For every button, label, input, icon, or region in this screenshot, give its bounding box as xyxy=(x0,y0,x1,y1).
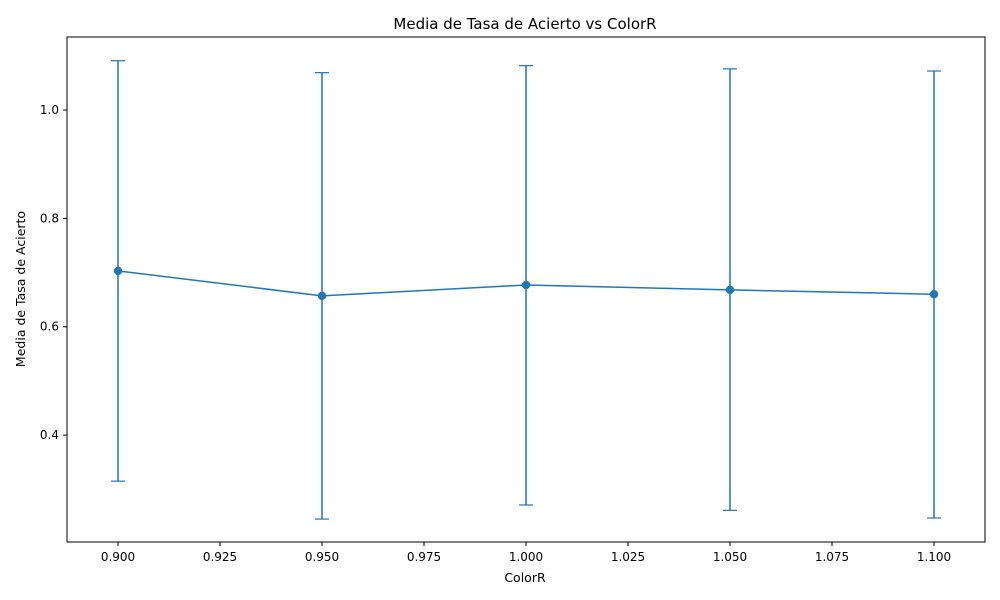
axis-ticks: 0.900 0.925 0.950 0.975 1.000 1.025 1.050 1.075… xyxy=(40,103,951,564)
y-tick-label: 0.6 xyxy=(40,320,59,334)
x-tick-label: 0.900 xyxy=(101,550,135,564)
data-point xyxy=(113,266,123,276)
y-tick-label: 0.8 xyxy=(40,211,59,225)
data-point xyxy=(317,291,327,301)
x-tick-label: 1.100 xyxy=(917,550,951,564)
data-point xyxy=(725,285,735,295)
y-tick-label: 0.4 xyxy=(40,428,59,442)
plot-content xyxy=(111,60,941,520)
x-tick-label: 1.025 xyxy=(611,550,645,564)
data-point xyxy=(929,290,939,299)
x-tick-label: 0.975 xyxy=(407,550,441,564)
y-axis-label: Media de Tasa de Acierto xyxy=(13,211,28,367)
chart-title: Media de Tasa de Acierto vs ColorR xyxy=(393,15,656,33)
y-tick-label: 1.0 xyxy=(40,103,59,117)
x-tick-label: 1.000 xyxy=(509,550,543,564)
x-axis-label: ColorR xyxy=(504,570,546,585)
x-tick-label: 0.925 xyxy=(203,550,237,564)
x-tick-label: 1.050 xyxy=(713,550,747,564)
data-point xyxy=(521,280,531,290)
x-tick-label: 0.950 xyxy=(305,550,339,564)
plot-frame xyxy=(66,36,986,543)
x-tick-label: 1.075 xyxy=(815,550,849,564)
